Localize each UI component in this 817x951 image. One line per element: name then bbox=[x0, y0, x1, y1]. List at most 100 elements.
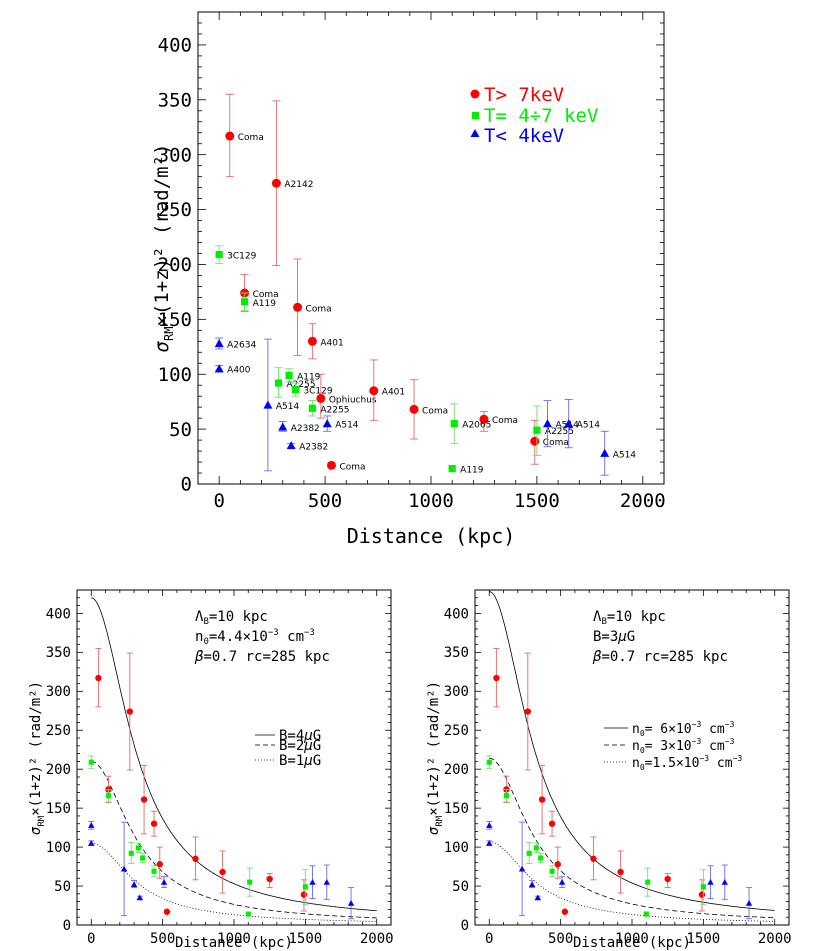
y-tick-label: 350 bbox=[46, 645, 71, 661]
data-point-hot bbox=[664, 875, 671, 883]
data-point-hot bbox=[192, 855, 199, 862]
y-tick-label: 0 bbox=[461, 918, 469, 934]
point-label: Coma bbox=[543, 438, 569, 448]
data-point-hot bbox=[156, 861, 163, 868]
data-point-hot bbox=[307, 336, 317, 346]
point-label: Coma bbox=[306, 304, 332, 314]
y-tick-label: 300 bbox=[158, 144, 192, 166]
data-point-mid bbox=[128, 850, 134, 856]
data-point-cool bbox=[518, 865, 526, 872]
x-tick-label: 500 bbox=[308, 490, 342, 512]
legend: T> 7keV T= 4÷7 keV T< 4keV bbox=[470, 84, 598, 147]
point-label: A2255 bbox=[320, 405, 349, 415]
y-tick-label: 400 bbox=[46, 606, 71, 622]
data-point-hot bbox=[530, 436, 540, 446]
legend-label-hot: T> 7keV bbox=[484, 84, 564, 106]
legend-label-cool: T< 4keV bbox=[484, 125, 564, 147]
point-label: A514 bbox=[613, 450, 637, 460]
x-axis-label: Distance (kpc) bbox=[347, 524, 516, 548]
point-label: 3C129 bbox=[227, 252, 256, 262]
data-point-hot bbox=[524, 708, 532, 715]
data-point-cool bbox=[600, 448, 610, 457]
data-point-cool bbox=[721, 878, 728, 885]
data-point-mid bbox=[105, 793, 111, 799]
data-point-mid bbox=[308, 404, 316, 412]
data-point-cool bbox=[214, 364, 224, 373]
data-point-cool bbox=[322, 419, 332, 428]
data-point-mid bbox=[215, 250, 223, 259]
data-point-cool bbox=[528, 881, 536, 888]
x-axis-label: Distance (kpc) bbox=[573, 935, 691, 951]
data-point-hot bbox=[698, 891, 706, 898]
point-label: A119 bbox=[297, 372, 321, 382]
x-tick-label: 1500 bbox=[289, 931, 323, 947]
model-legend: B=4μG B=2μG B=1μG bbox=[255, 728, 321, 769]
data-point-hot bbox=[493, 674, 500, 682]
model-curve-dashed bbox=[489, 757, 775, 919]
data-point-mid bbox=[291, 386, 300, 394]
data-point-mid bbox=[151, 868, 157, 874]
data-point-cool bbox=[120, 865, 128, 872]
data-point-cool bbox=[160, 878, 168, 885]
data-point-mid bbox=[448, 465, 456, 473]
data-point-mid bbox=[247, 879, 253, 885]
model-curve-solid bbox=[489, 591, 775, 911]
x-tick-label: 1000 bbox=[615, 931, 649, 947]
y-tick-label: 300 bbox=[46, 684, 71, 700]
y-tick-label: 50 bbox=[169, 419, 192, 441]
point-label: A2065 bbox=[462, 421, 491, 431]
y-tick-label: 400 bbox=[158, 35, 192, 57]
point-label: A2255 bbox=[545, 427, 574, 437]
data-point-mid bbox=[533, 845, 539, 851]
data-point-hot bbox=[163, 908, 171, 915]
data-point-cool bbox=[534, 894, 541, 901]
point-label: Ophiuchus bbox=[329, 395, 377, 405]
annotation-density: n0=4.4×10−3 cm−3 bbox=[195, 628, 315, 647]
y-tick-label: 200 bbox=[158, 254, 192, 276]
x-tick-label: 0 bbox=[87, 931, 95, 947]
data-point-cool bbox=[347, 899, 355, 906]
y-tick-label: 200 bbox=[444, 762, 469, 778]
y-tick-label: 200 bbox=[46, 762, 71, 778]
y-tick-label: 100 bbox=[444, 840, 469, 856]
panel-model-density: 0 500 1000 1500 2000 0 50 100 150 200 250 300 350 400… bbox=[426, 589, 792, 951]
point-label: A514 bbox=[276, 402, 300, 412]
point-label: Coma bbox=[339, 462, 365, 472]
point-label: Coma bbox=[422, 406, 448, 416]
data-point-cool bbox=[88, 839, 95, 846]
data-point-hot bbox=[316, 393, 326, 403]
data-point-mid bbox=[285, 371, 293, 379]
model-curve-dashed bbox=[91, 761, 377, 919]
legend-marker-cool bbox=[470, 129, 480, 137]
data-point-hot bbox=[538, 796, 546, 803]
annotation-beta: β=0.7 rc=285 kpc bbox=[194, 649, 330, 665]
x-tick-label: 500 bbox=[150, 931, 175, 947]
data-point-cool bbox=[707, 878, 714, 885]
point-label: Coma bbox=[492, 416, 518, 426]
data-point-mid bbox=[302, 884, 308, 890]
data-point-mid bbox=[538, 855, 544, 861]
data-point-cool bbox=[88, 822, 95, 828]
y-tick-label: 100 bbox=[46, 840, 71, 856]
data-point-mid bbox=[140, 855, 146, 861]
y-tick-label: 50 bbox=[452, 879, 469, 895]
model-legend: n0= 6×10−3 cm−3 n0= 3×10−3 cm−3 n0=1.5×1… bbox=[604, 720, 742, 772]
data-point-hot bbox=[409, 404, 419, 414]
y-axis-label: σRM×(1+z)² (rad/m²) bbox=[151, 144, 176, 353]
point-label: A400 bbox=[227, 366, 251, 376]
legend-marker-mid bbox=[472, 112, 479, 119]
data-point-cool bbox=[564, 419, 574, 428]
x-tick-label: 2000 bbox=[758, 931, 792, 947]
data-point-cool bbox=[286, 441, 296, 450]
data-point-mid bbox=[486, 759, 492, 765]
point-label: A2382 bbox=[291, 424, 320, 434]
model-legend-label-3: B=1μG bbox=[279, 753, 321, 769]
data-point-mid bbox=[88, 759, 94, 765]
data-point-cool bbox=[214, 338, 224, 348]
y-tick-label: 350 bbox=[444, 645, 469, 661]
data-point-cool bbox=[130, 881, 138, 888]
y-tick-label: 100 bbox=[158, 364, 192, 386]
y-tick-label: 350 bbox=[158, 89, 192, 111]
data-point-mid bbox=[450, 420, 458, 428]
